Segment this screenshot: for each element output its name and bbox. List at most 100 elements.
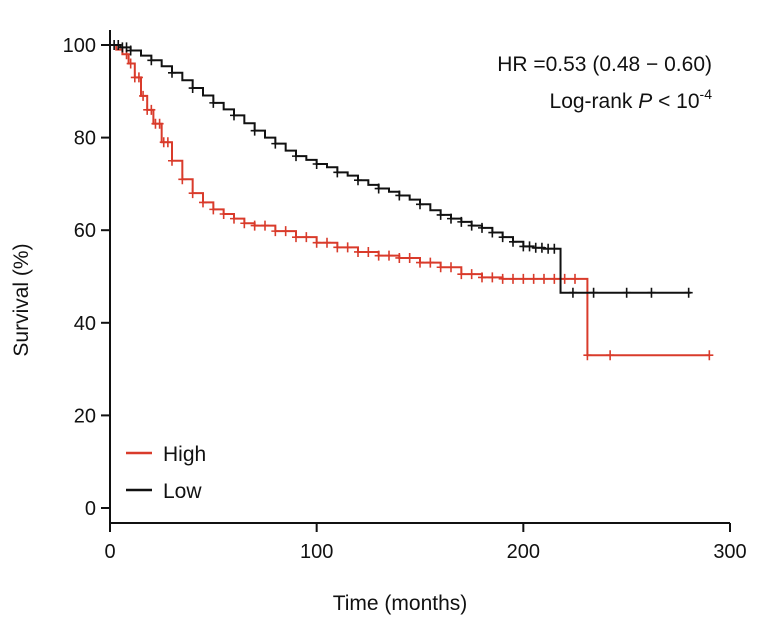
censor-mark — [550, 243, 559, 254]
censor-mark — [230, 110, 238, 121]
censor-mark — [122, 42, 131, 53]
censor-mark — [498, 232, 507, 243]
legend-label-low: Low — [163, 480, 202, 503]
censor-mark — [354, 246, 362, 257]
censor-mark — [647, 287, 656, 298]
censor-mark — [537, 242, 546, 253]
censor-mark — [209, 204, 218, 215]
censor-mark — [250, 220, 259, 231]
series-low — [110, 40, 693, 298]
censor-mark — [168, 67, 176, 78]
censor-mark — [281, 226, 290, 237]
y-tick-label: 20 — [74, 405, 96, 427]
y-axis-title: Survival (%) — [10, 243, 33, 356]
censor-mark — [436, 209, 445, 220]
censor-mark — [488, 272, 497, 283]
censor-mark — [426, 257, 435, 268]
censor-mark — [488, 227, 497, 238]
censor-mark — [457, 216, 466, 227]
censor-mark — [447, 262, 455, 273]
censor-mark — [416, 257, 424, 268]
censor-mark — [219, 208, 228, 219]
censor-mark — [188, 83, 197, 94]
censor-mark — [478, 272, 486, 283]
censor-mark — [606, 350, 615, 361]
hr-annotation: HR =0.53 (0.48 − 0.60) — [497, 53, 712, 76]
censor-mark — [250, 125, 259, 136]
censor-mark — [114, 40, 123, 50]
logrank-p: P — [638, 90, 652, 113]
censor-mark — [405, 252, 414, 263]
censor-mark — [560, 273, 569, 284]
logrank-prefix: Log-rank — [550, 90, 639, 113]
censor-mark — [705, 350, 714, 361]
censor-mark — [199, 197, 207, 208]
censor-mark — [467, 220, 476, 231]
censor-mark — [525, 241, 534, 252]
x-axis-title: Time (months) — [333, 592, 468, 615]
censor-mark — [134, 72, 143, 83]
axes — [109, 30, 730, 524]
survival-curve — [110, 44, 691, 294]
censor-mark — [168, 155, 176, 166]
censor-mark — [271, 138, 280, 149]
x-tick-label: 300 — [713, 541, 746, 563]
x-ticks: 0 100 200 300 — [104, 523, 747, 563]
censor-mark — [395, 252, 404, 263]
censor-mark — [312, 158, 321, 169]
censor-mark — [126, 58, 135, 69]
censor-mark — [540, 273, 548, 284]
y-tick-label: 0 — [85, 498, 96, 520]
censor-mark — [333, 242, 342, 253]
censor-mark — [684, 287, 693, 298]
censor-mark — [395, 190, 404, 201]
legend-item-high: High — [126, 443, 206, 466]
censor-mark — [292, 232, 300, 243]
censor-mark — [155, 118, 164, 129]
censor-mark — [519, 273, 528, 284]
logrank-mid: < 10 — [652, 90, 699, 113]
censor-mark — [509, 236, 517, 247]
censor-mark — [385, 250, 393, 261]
series-layer — [110, 40, 714, 361]
censor-mark — [163, 137, 172, 148]
censor-mark — [457, 269, 466, 280]
censor-mark — [416, 199, 424, 210]
censor-mark — [261, 220, 269, 231]
censor-mark — [374, 250, 383, 261]
censor-mark — [571, 273, 579, 284]
censor-mark — [178, 174, 187, 185]
censor-mark — [509, 273, 517, 284]
logrank-annotation: Log-rank P < 10-4 — [550, 86, 713, 113]
censor-mark — [240, 218, 249, 229]
legend-label-high: High — [163, 443, 206, 466]
censor-mark — [312, 237, 321, 248]
censor-mark — [467, 269, 476, 280]
censor-mark — [436, 262, 445, 273]
y-ticks: 0 20 40 60 80 100 — [63, 35, 110, 520]
censor-mark — [478, 222, 486, 233]
censor-mark — [374, 183, 383, 194]
censor-mark — [188, 188, 197, 199]
censor-mark — [302, 232, 311, 243]
censor-mark — [139, 90, 148, 101]
censor-mark — [354, 175, 362, 186]
censor-mark — [333, 167, 342, 178]
legend: High Low — [126, 443, 206, 503]
censor-mark — [568, 287, 577, 298]
y-tick-label: 60 — [74, 220, 96, 242]
x-tick-label: 200 — [507, 541, 540, 563]
censor-mark — [271, 226, 280, 237]
logrank-exponent: -4 — [700, 86, 713, 102]
series-high — [110, 44, 714, 361]
censor-mark — [364, 246, 373, 257]
censor-mark — [147, 104, 156, 115]
censor-mark — [589, 287, 598, 298]
censor-mark — [498, 273, 507, 284]
censor-mark — [343, 242, 352, 253]
censor-mark — [147, 55, 156, 66]
censor-mark — [209, 97, 218, 108]
censor-mark — [230, 213, 238, 224]
legend-item-low: Low — [126, 480, 202, 503]
